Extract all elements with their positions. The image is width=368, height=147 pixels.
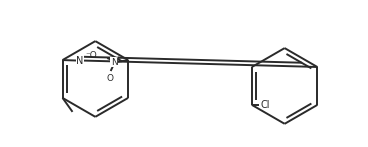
Text: +: +	[116, 55, 121, 61]
Text: N: N	[76, 56, 84, 66]
Text: Cl: Cl	[260, 100, 270, 110]
Text: ⁻O: ⁻O	[85, 51, 97, 60]
Text: O: O	[107, 75, 114, 83]
Text: N: N	[111, 57, 117, 67]
